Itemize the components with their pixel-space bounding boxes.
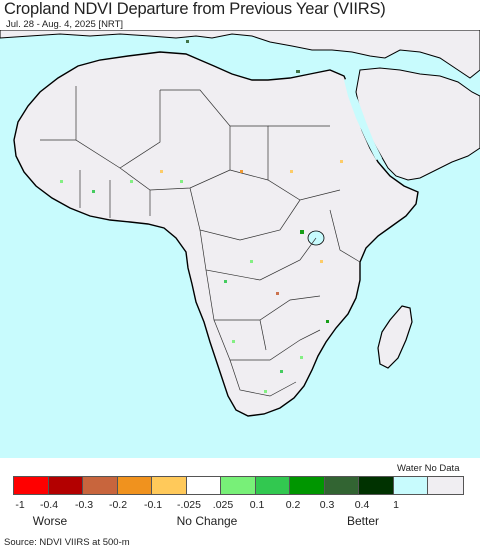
map-title: Cropland NDVI Departure from Previous Ye… <box>4 0 386 18</box>
legend-tick: -0.4 <box>39 499 59 511</box>
legend-tick: 0.4 <box>354 499 370 511</box>
legend-tick: 0.1 <box>249 499 265 511</box>
legend-swatch <box>152 477 187 494</box>
africa-map <box>0 30 480 417</box>
legend-tick: .025 <box>212 499 234 511</box>
legend-tick: -.025 <box>177 499 201 511</box>
red-sea <box>344 78 382 160</box>
legend-no-change-label: No Change <box>176 514 238 528</box>
legend-swatch <box>48 477 83 494</box>
legend-tick: -0.3 <box>74 499 94 511</box>
legend-tick: -1 <box>15 499 25 511</box>
legend-tick: -0.2 <box>108 499 128 511</box>
legend-swatch <box>186 477 221 494</box>
legend-better-label: Better <box>346 514 380 528</box>
legend-swatch <box>428 477 463 494</box>
legend-tick: -0.1 <box>143 499 163 511</box>
legend-swatch <box>324 477 359 494</box>
legend-swatch <box>393 477 428 494</box>
legend-swatch <box>255 477 290 494</box>
country-borders <box>40 86 361 397</box>
map-date-range: Jul. 28 - Aug. 4, 2025 [NRT] <box>6 19 124 30</box>
legend-water-label: Water No Data <box>397 463 460 474</box>
legend-swatch <box>117 477 152 494</box>
madagascar <box>377 305 413 369</box>
legend-swatch <box>290 477 325 494</box>
legend-swatch <box>14 477 49 494</box>
map-panel <box>0 30 480 458</box>
legend-tick: 0.2 <box>285 499 301 511</box>
legend-tick: 0.3 <box>319 499 335 511</box>
europe-landmass <box>0 30 480 79</box>
source-note: Source: NDVI VIIRS at 500-m <box>4 537 130 548</box>
legend-color-bar <box>13 476 464 495</box>
legend-swatch <box>83 477 118 494</box>
legend-swatch <box>221 477 256 494</box>
ndvi-patches <box>60 40 343 393</box>
legend-tick: 1 <box>393 499 399 511</box>
legend-swatch <box>359 477 394 494</box>
legend-worse-label: Worse <box>32 514 68 528</box>
